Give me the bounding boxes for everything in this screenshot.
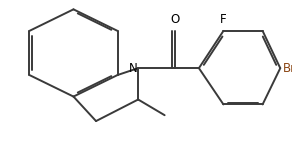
Text: F: F bbox=[220, 13, 227, 26]
Text: O: O bbox=[171, 13, 180, 26]
Text: Br: Br bbox=[283, 62, 292, 75]
Text: N: N bbox=[129, 62, 137, 75]
